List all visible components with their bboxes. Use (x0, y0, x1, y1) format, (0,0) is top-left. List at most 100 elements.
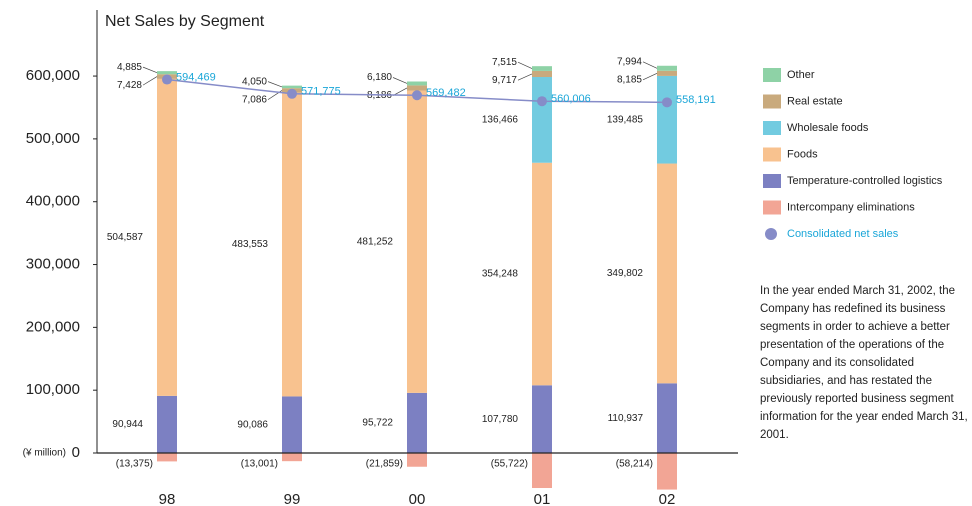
leader-line (267, 81, 283, 88)
value-label: 95,722 (362, 418, 393, 429)
bar-segment (657, 163, 677, 384)
legend-swatch (763, 68, 781, 82)
value-label: 90,944 (112, 419, 143, 430)
value-label: 8,186 (367, 90, 392, 101)
legend-label: Temperature-controlled logistics (787, 175, 943, 187)
unit-label: (¥ million) (23, 448, 66, 459)
bar-segment (532, 453, 552, 489)
value-label: (55,722) (491, 459, 528, 470)
consolidated-point (162, 74, 172, 85)
bar-segment (407, 392, 427, 454)
value-label: 354,248 (482, 269, 519, 280)
value-label: 4,885 (117, 62, 142, 73)
line-value-label: 569,482 (426, 87, 466, 99)
value-label: (21,859) (366, 459, 403, 470)
y-tick-label: 600,000 (26, 67, 80, 84)
bar-segment (532, 77, 552, 163)
bar-segment (657, 453, 677, 490)
bar-segment (657, 65, 677, 71)
legend-swatch (763, 147, 781, 162)
legend-swatch (763, 200, 781, 215)
y-tick-label: 300,000 (26, 256, 80, 273)
legend-label: Intercompany eliminations (787, 201, 915, 213)
x-tick-label: 01 (534, 491, 551, 506)
value-label: 4,050 (242, 76, 267, 87)
x-tick-label: 00 (409, 491, 426, 506)
bar-segment (282, 85, 302, 89)
value-label: 9,717 (492, 75, 517, 86)
value-label: (58,214) (616, 459, 653, 470)
bar-segment (532, 385, 552, 454)
chart-title: Net Sales by Segment (105, 13, 265, 30)
line-value-label: 571,775 (301, 86, 341, 98)
leader-line (142, 76, 158, 86)
value-label: 6,180 (367, 72, 392, 83)
value-label: 107,780 (482, 414, 519, 425)
bar-segment (657, 75, 677, 164)
value-label: (13,001) (241, 459, 278, 470)
x-tick-label: 98 (159, 491, 176, 506)
bar-segment (657, 70, 677, 76)
bar-segment (282, 453, 302, 462)
leader-line (642, 61, 658, 69)
leader-line (517, 61, 533, 69)
bar-segment (532, 162, 552, 386)
value-label: 7,086 (242, 94, 267, 105)
consolidated-point (537, 96, 547, 107)
bar-segment (157, 71, 177, 75)
y-tick-label: 100,000 (26, 381, 80, 398)
value-label: 136,466 (482, 115, 519, 126)
value-label: 7,428 (117, 80, 142, 91)
value-label: 110,937 (608, 413, 644, 424)
value-label: 7,994 (617, 56, 642, 67)
value-label: 349,802 (607, 268, 644, 279)
value-label: 139,485 (607, 114, 644, 125)
x-tick-label: 99 (284, 491, 301, 506)
bar-segment (407, 90, 427, 393)
bar-segment (407, 85, 427, 91)
y-tick-label: 400,000 (26, 193, 80, 210)
legend-swatch (763, 121, 781, 135)
y-tick-label: 200,000 (26, 318, 80, 335)
x-tick-label: 02 (659, 491, 676, 506)
bar-segment (657, 383, 677, 454)
y-tick-label: 500,000 (26, 130, 80, 147)
legend-label: Wholesale foods (787, 122, 869, 134)
bar-segment (157, 453, 177, 462)
value-label: 481,252 (357, 236, 394, 247)
bar-segment (407, 81, 427, 86)
line-value-label: 558,191 (676, 94, 716, 106)
line-value-label: 560,006 (551, 93, 591, 105)
note: In the year ended March 31, 2002, the Co… (760, 285, 968, 441)
leader-line (517, 73, 533, 81)
legend-label: Real estate (787, 95, 843, 107)
legend-swatch (765, 228, 777, 240)
value-label: 8,185 (617, 74, 642, 85)
y-tick-label: 0 (72, 444, 80, 461)
consolidated-point (412, 90, 422, 101)
legend-label: Consolidated net sales (787, 228, 899, 240)
leader-line (642, 73, 658, 81)
line-value-label: 594,469 (176, 71, 216, 83)
value-label: 504,587 (107, 232, 144, 243)
legend-label: Foods (787, 148, 818, 160)
bar-segment (157, 395, 177, 454)
consolidated-point (287, 88, 297, 99)
consolidated-point (662, 97, 672, 108)
legend-swatch (763, 94, 781, 109)
legend-label: Other (787, 69, 815, 81)
bar-segment (532, 66, 552, 71)
legend-swatch (763, 174, 781, 188)
bar-segment (157, 78, 177, 396)
value-label: (13,375) (116, 459, 153, 470)
bar-segment (282, 92, 302, 397)
value-label: 483,553 (232, 239, 269, 250)
value-label: 7,515 (492, 57, 517, 68)
bar-segment (407, 453, 427, 467)
leader-line (392, 77, 408, 84)
bar-segment (282, 396, 302, 454)
leader-line (142, 66, 158, 73)
value-label: 90,086 (237, 419, 268, 430)
